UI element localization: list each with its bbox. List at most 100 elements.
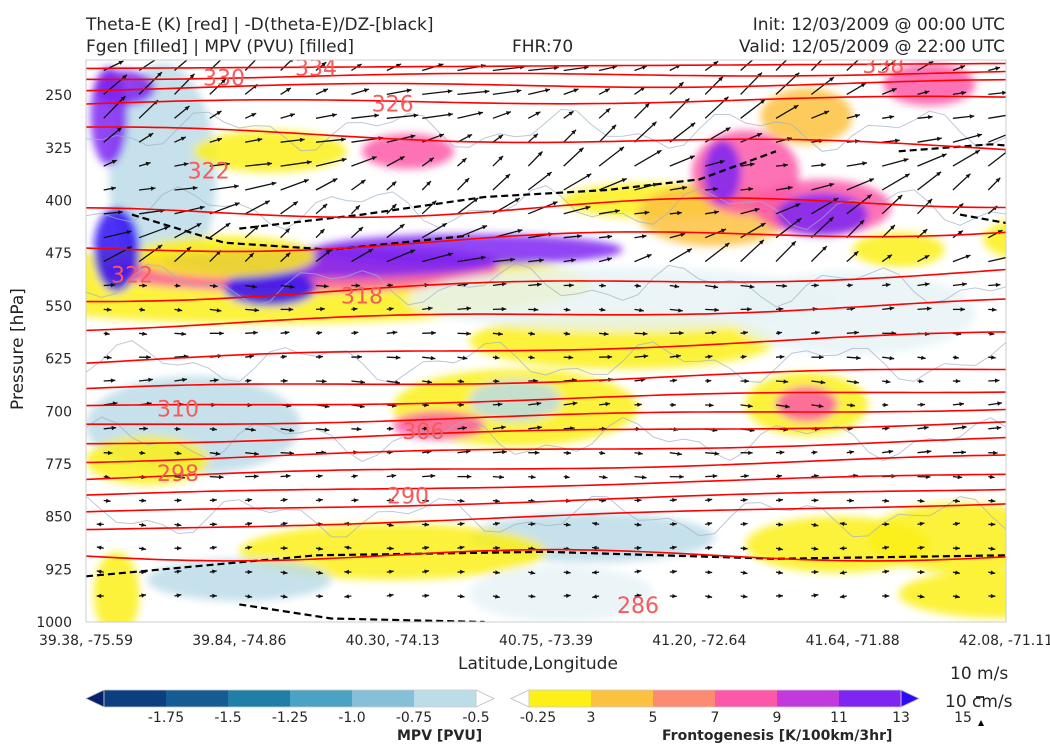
wind-vector-head [283,378,288,384]
wind-vector-head [961,450,966,455]
wind-vector [315,138,346,143]
wind-vector-head [499,474,504,480]
wind-vector-head [611,124,617,130]
wind-vector-head [813,593,819,598]
wind-vector-head [919,594,925,599]
wind-vector-head [990,570,996,575]
wind-vector-head [473,197,479,203]
wind-vector-head [221,78,226,84]
theta-e-label: 330 [203,67,245,92]
wind-vector-head [888,449,894,454]
plot-frame [85,59,1007,623]
wind-vector-head [318,498,323,503]
mpv-contour-line [86,108,1006,152]
wind-vector-head [466,331,471,336]
theta-e-contour [86,70,1006,81]
colorbar-tick-label: -1.75 [147,710,185,726]
theta-e-contour [86,95,1006,105]
wind-vector-head [253,330,258,335]
wind-vector [740,239,765,263]
wind-vector-head [306,160,312,165]
wind-vector-head [672,378,678,383]
vector-key-horizontal: 10 m/s [950,664,1009,684]
wind-vector-head [889,356,895,361]
wind-vector-head [141,498,147,503]
wind-vector-head [714,451,720,456]
wind-vector-head [707,521,713,526]
wind-vector-head [424,569,429,574]
wind-vector-head [890,225,895,230]
filled-field-blob [852,232,945,268]
wind-vector-head [448,252,453,257]
wind-vector-head [176,569,182,574]
wind-vector [280,60,293,71]
wind-vector-head [176,450,182,456]
colorbar-segment [777,690,840,707]
wind-vector-head [680,232,686,237]
wind-vector [138,244,163,263]
wind-vector-head [782,283,788,288]
wind-vector-head [585,205,591,210]
filled-field-blob [316,234,623,266]
wind-vector [598,177,627,191]
wind-vector-head [957,474,963,480]
wind-vector-head [374,113,379,118]
wind-vector-head [904,173,910,178]
wind-vector [811,76,835,95]
wind-vector-head [796,218,802,223]
wind-vector-head [176,426,181,432]
wind-vector-head [636,593,642,598]
wind-vector-head [495,498,500,503]
wind-vector-head [638,451,643,456]
wind-vector-head [607,257,612,262]
colorbar-tick-label: 11 [830,710,848,726]
theta-e-contour [86,436,1006,464]
wind-vector-head [247,521,253,527]
wind-vector-head [389,498,394,503]
wind-vector [810,60,823,71]
wind-vector-head [1008,255,1013,259]
wind-vector-head [578,147,584,153]
wind-vector-head [141,546,146,551]
mpv-contour-line [86,495,1006,538]
colorbar-extend-high [475,689,495,708]
y-tick-label: 325 [45,141,72,157]
wind-vector-head [674,284,680,289]
x-tick-label: 39.84, -74.86 [192,633,286,649]
wind-vector-head [388,426,394,431]
theta-e-contour [86,548,1006,562]
wind-vector-head [643,354,649,359]
wind-vector-head [919,498,925,503]
wind-vector-head [322,203,328,209]
wind-vector-head [530,594,536,599]
filled-field-blob [93,551,140,622]
wind-vector-head [719,160,725,165]
wind-vector-head [718,76,723,82]
wind-vector-head [459,569,465,575]
wind-vector-head [690,122,696,128]
wind-vector-head [459,379,465,384]
wind-vector [386,114,419,119]
wind-vector-head [530,474,536,480]
wind-vector-head [677,210,682,216]
colorbar-segment [715,690,778,707]
wind-vector-head [564,474,570,479]
wind-vector-head [118,210,123,215]
wind-vector-head [682,185,687,191]
wind-vector-head [779,354,785,360]
wind-vector-head [181,331,187,336]
x-tick-label: 40.30, -74.13 [346,633,440,649]
wind-vector [846,193,873,215]
wind-vector-head [388,593,394,598]
mpv-contour-line [86,184,1006,231]
wind-vector-head [711,330,717,335]
wind-vector-head [392,330,398,335]
title-line-2: Fgen [filled] | MPV (PVU) [filled] [86,37,355,57]
wind-vector [740,98,766,119]
wind-vector-head [323,88,328,93]
wind-vector-head [467,134,473,139]
wind-vector-head [644,210,650,215]
wind-vector-head [995,177,1001,183]
wind-vector-head [141,569,147,575]
wind-vector-head [216,110,222,116]
